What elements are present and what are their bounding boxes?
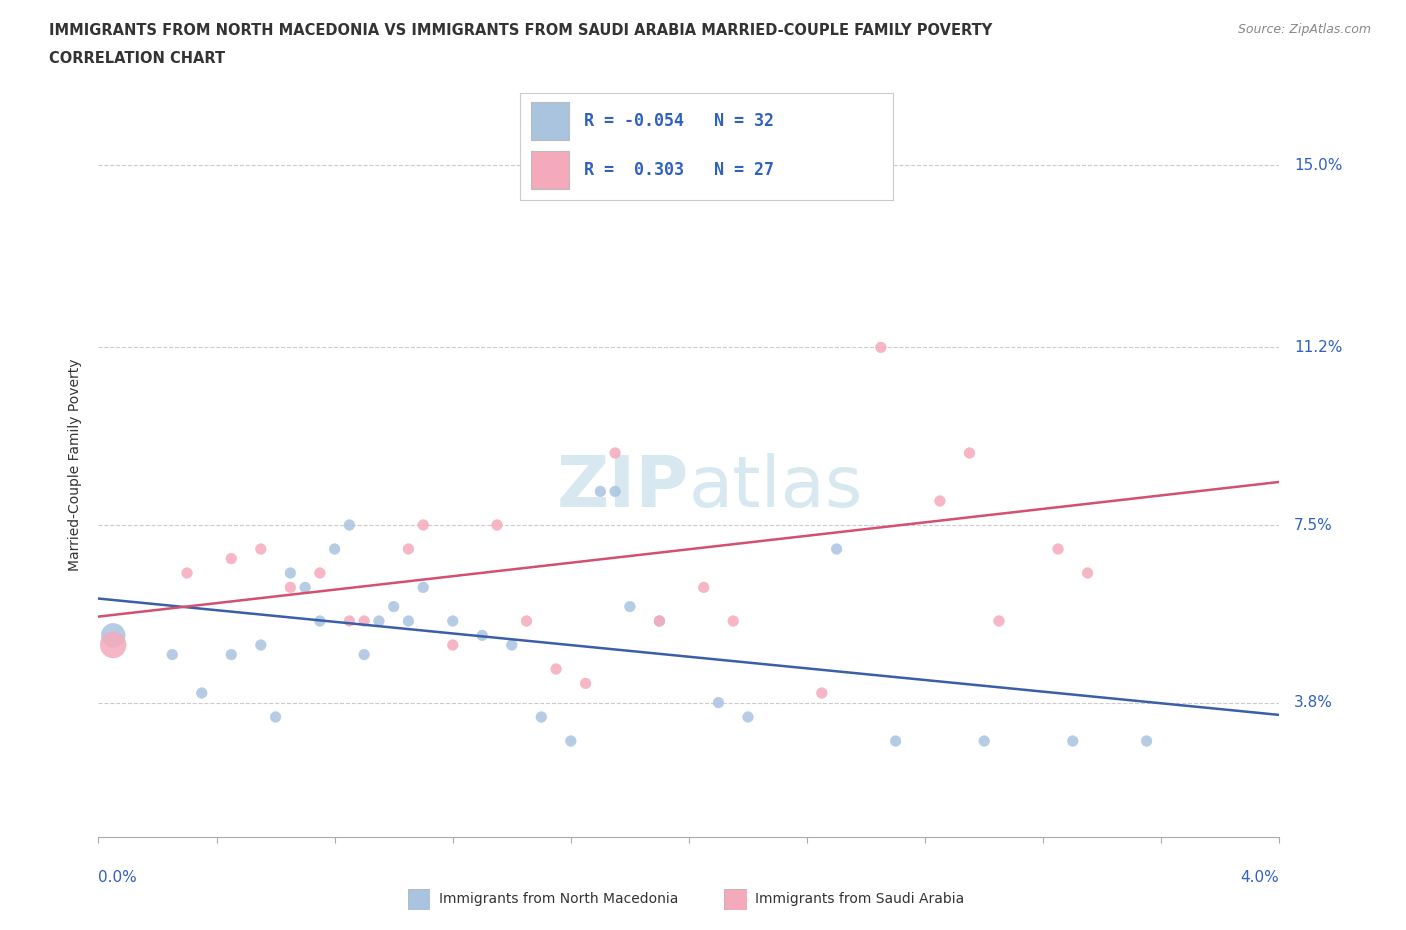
Point bbox=[412, 518, 434, 533]
Point bbox=[264, 710, 287, 724]
Point bbox=[471, 628, 494, 643]
Point bbox=[367, 614, 389, 629]
Point bbox=[605, 484, 627, 498]
Point bbox=[544, 661, 567, 676]
Point bbox=[278, 580, 301, 595]
Text: 15.0%: 15.0% bbox=[1294, 157, 1343, 172]
Point bbox=[412, 580, 434, 595]
Point bbox=[959, 445, 981, 460]
Point bbox=[486, 518, 509, 533]
Point bbox=[825, 541, 848, 556]
Point bbox=[501, 638, 523, 653]
Text: Immigrants from North Macedonia: Immigrants from North Macedonia bbox=[439, 892, 678, 907]
Point bbox=[103, 638, 125, 653]
Point bbox=[574, 676, 596, 691]
Point bbox=[219, 551, 242, 566]
FancyBboxPatch shape bbox=[531, 101, 568, 140]
Point bbox=[308, 614, 332, 629]
Text: 11.2%: 11.2% bbox=[1294, 339, 1343, 355]
Point bbox=[162, 647, 183, 662]
Text: Source: ZipAtlas.com: Source: ZipAtlas.com bbox=[1237, 23, 1371, 36]
Text: CORRELATION CHART: CORRELATION CHART bbox=[49, 51, 225, 66]
Point bbox=[250, 541, 273, 556]
Point bbox=[648, 614, 671, 629]
Text: 0.0%: 0.0% bbox=[98, 870, 138, 884]
Point bbox=[987, 614, 1010, 629]
Point bbox=[353, 614, 375, 629]
Point bbox=[190, 685, 214, 700]
Text: 7.5%: 7.5% bbox=[1294, 517, 1333, 533]
Point bbox=[1135, 734, 1157, 749]
Point bbox=[973, 734, 995, 749]
Text: ZIP: ZIP bbox=[557, 453, 689, 522]
Point bbox=[884, 734, 907, 749]
Point bbox=[278, 565, 301, 580]
Point bbox=[560, 734, 582, 749]
Point bbox=[619, 599, 641, 614]
Point bbox=[869, 340, 891, 355]
Point bbox=[648, 614, 671, 629]
Text: IMMIGRANTS FROM NORTH MACEDONIA VS IMMIGRANTS FROM SAUDI ARABIA MARRIED-COUPLE F: IMMIGRANTS FROM NORTH MACEDONIA VS IMMIG… bbox=[49, 23, 993, 38]
Y-axis label: Married-Couple Family Poverty: Married-Couple Family Poverty bbox=[67, 359, 82, 571]
Point bbox=[337, 614, 360, 629]
Point bbox=[441, 638, 464, 653]
Point bbox=[692, 580, 714, 595]
Point bbox=[396, 614, 419, 629]
Point bbox=[1076, 565, 1098, 580]
Text: R =  0.303   N = 27: R = 0.303 N = 27 bbox=[583, 161, 773, 179]
Point bbox=[515, 614, 537, 629]
Point bbox=[323, 541, 346, 556]
Point bbox=[839, 167, 862, 182]
Point bbox=[441, 614, 464, 629]
Point bbox=[337, 518, 360, 533]
Text: 3.8%: 3.8% bbox=[1294, 695, 1333, 711]
Point bbox=[176, 565, 198, 580]
Point bbox=[294, 580, 316, 595]
Point bbox=[707, 695, 730, 710]
Point bbox=[382, 599, 405, 614]
Point bbox=[737, 710, 759, 724]
Point bbox=[396, 541, 419, 556]
Point bbox=[605, 445, 627, 460]
Point bbox=[589, 484, 612, 498]
Text: 4.0%: 4.0% bbox=[1240, 870, 1279, 884]
Point bbox=[103, 628, 125, 643]
Text: atlas: atlas bbox=[689, 453, 863, 522]
Text: Immigrants from Saudi Arabia: Immigrants from Saudi Arabia bbox=[755, 892, 965, 907]
Point bbox=[1062, 734, 1084, 749]
Point bbox=[721, 614, 744, 629]
Point bbox=[530, 710, 553, 724]
Point bbox=[219, 647, 242, 662]
Point bbox=[250, 638, 273, 653]
Point bbox=[928, 494, 950, 509]
Point bbox=[308, 565, 332, 580]
Point bbox=[353, 647, 375, 662]
Point bbox=[1046, 541, 1069, 556]
Text: R = -0.054   N = 32: R = -0.054 N = 32 bbox=[583, 112, 773, 130]
FancyBboxPatch shape bbox=[531, 151, 568, 190]
Point bbox=[810, 685, 832, 700]
